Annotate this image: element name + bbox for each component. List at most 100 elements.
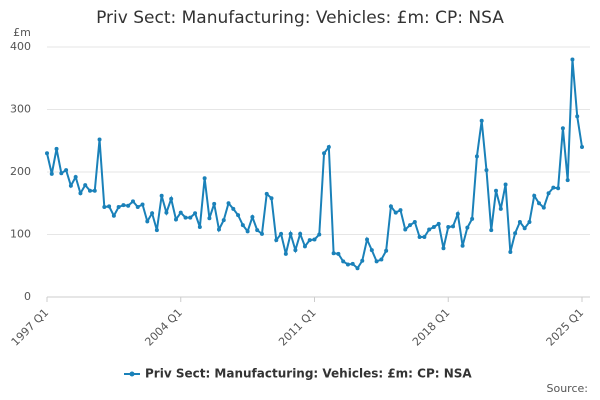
data-point <box>49 171 54 176</box>
data-point <box>307 238 312 243</box>
data-point <box>298 231 303 236</box>
y-tick-label: 0 <box>24 290 31 303</box>
data-point <box>551 185 556 190</box>
data-point <box>465 225 470 230</box>
legend-marker <box>129 371 135 377</box>
data-point <box>250 215 255 219</box>
y-tick-label: 400 <box>10 40 31 53</box>
data-point <box>479 118 484 123</box>
data-point <box>532 193 537 198</box>
data-point <box>283 251 288 256</box>
data-point <box>302 244 307 249</box>
data-point <box>355 266 360 271</box>
data-point <box>527 220 532 224</box>
data-point <box>207 216 212 221</box>
data-point <box>102 205 107 209</box>
data-point <box>427 227 432 232</box>
data-point <box>556 186 561 191</box>
data-point <box>388 204 393 209</box>
data-point <box>408 223 413 228</box>
data-point <box>178 210 183 215</box>
data-point <box>202 176 207 181</box>
data-point <box>489 228 494 233</box>
data-point <box>231 206 236 211</box>
y-tick-label: 200 <box>10 165 31 178</box>
data-point <box>326 145 331 149</box>
data-point <box>570 57 575 62</box>
data-point <box>236 213 241 218</box>
data-point <box>107 204 112 209</box>
data-point <box>111 213 116 218</box>
data-point <box>169 196 174 201</box>
data-point <box>59 171 64 176</box>
data-point <box>513 231 518 236</box>
data-point <box>575 114 580 119</box>
data-point <box>83 183 88 188</box>
data-point <box>73 175 78 179</box>
data-point <box>259 231 264 236</box>
data-point <box>87 188 92 193</box>
y-tick-label: 300 <box>10 103 31 116</box>
data-point <box>341 259 346 264</box>
data-point <box>498 206 503 211</box>
data-point <box>216 227 221 232</box>
x-tick-label: 2011 Q1 <box>276 306 319 349</box>
data-point <box>431 225 436 229</box>
x-tick-label: 1997 Q1 <box>9 306 52 349</box>
data-point <box>154 228 159 233</box>
data-point <box>159 193 164 198</box>
data-point <box>451 224 456 229</box>
data-point <box>140 202 145 207</box>
data-point <box>145 219 150 224</box>
data-point <box>517 220 522 224</box>
x-tick-label: 2004 Q1 <box>142 306 185 349</box>
series-line <box>46 59 583 270</box>
data-point <box>264 191 269 196</box>
data-point <box>274 238 279 243</box>
data-point <box>54 146 59 151</box>
data-point <box>269 196 274 201</box>
data-point <box>537 201 542 206</box>
data-point <box>412 220 417 224</box>
data-point <box>379 257 384 262</box>
data-point <box>541 205 546 210</box>
data-point <box>360 258 365 263</box>
data-point <box>446 225 451 229</box>
data-point <box>193 211 198 216</box>
data-point <box>135 205 140 209</box>
data-point <box>560 126 565 131</box>
data-point <box>188 215 193 220</box>
data-point <box>522 226 527 231</box>
y-axis-label: £m <box>13 26 31 39</box>
data-point <box>212 201 217 206</box>
data-point <box>403 227 408 232</box>
data-point <box>484 168 489 173</box>
data-point <box>441 246 446 251</box>
data-point <box>293 248 298 253</box>
data-point <box>436 221 441 226</box>
data-point <box>422 235 427 239</box>
data-point <box>126 203 131 208</box>
data-point <box>221 218 226 223</box>
data-point <box>417 235 422 239</box>
data-point <box>240 223 245 228</box>
data-point <box>68 183 73 188</box>
data-point <box>317 232 322 237</box>
data-point <box>245 229 250 234</box>
data-point <box>322 151 327 156</box>
data-point <box>97 137 102 142</box>
data-point <box>369 248 374 253</box>
data-point <box>255 228 260 233</box>
y-tick-label: 100 <box>10 228 31 241</box>
data-point <box>350 261 355 266</box>
data-point <box>580 145 584 149</box>
data-point <box>374 259 379 264</box>
source: Source: <box>547 382 589 395</box>
data-point <box>565 178 570 183</box>
data-point <box>455 211 460 216</box>
data-point <box>474 154 479 159</box>
data-point <box>78 191 83 196</box>
data-point <box>384 248 389 253</box>
chart-title: Priv Sect: Manufacturing: Vehicles: £m: … <box>96 8 504 28</box>
